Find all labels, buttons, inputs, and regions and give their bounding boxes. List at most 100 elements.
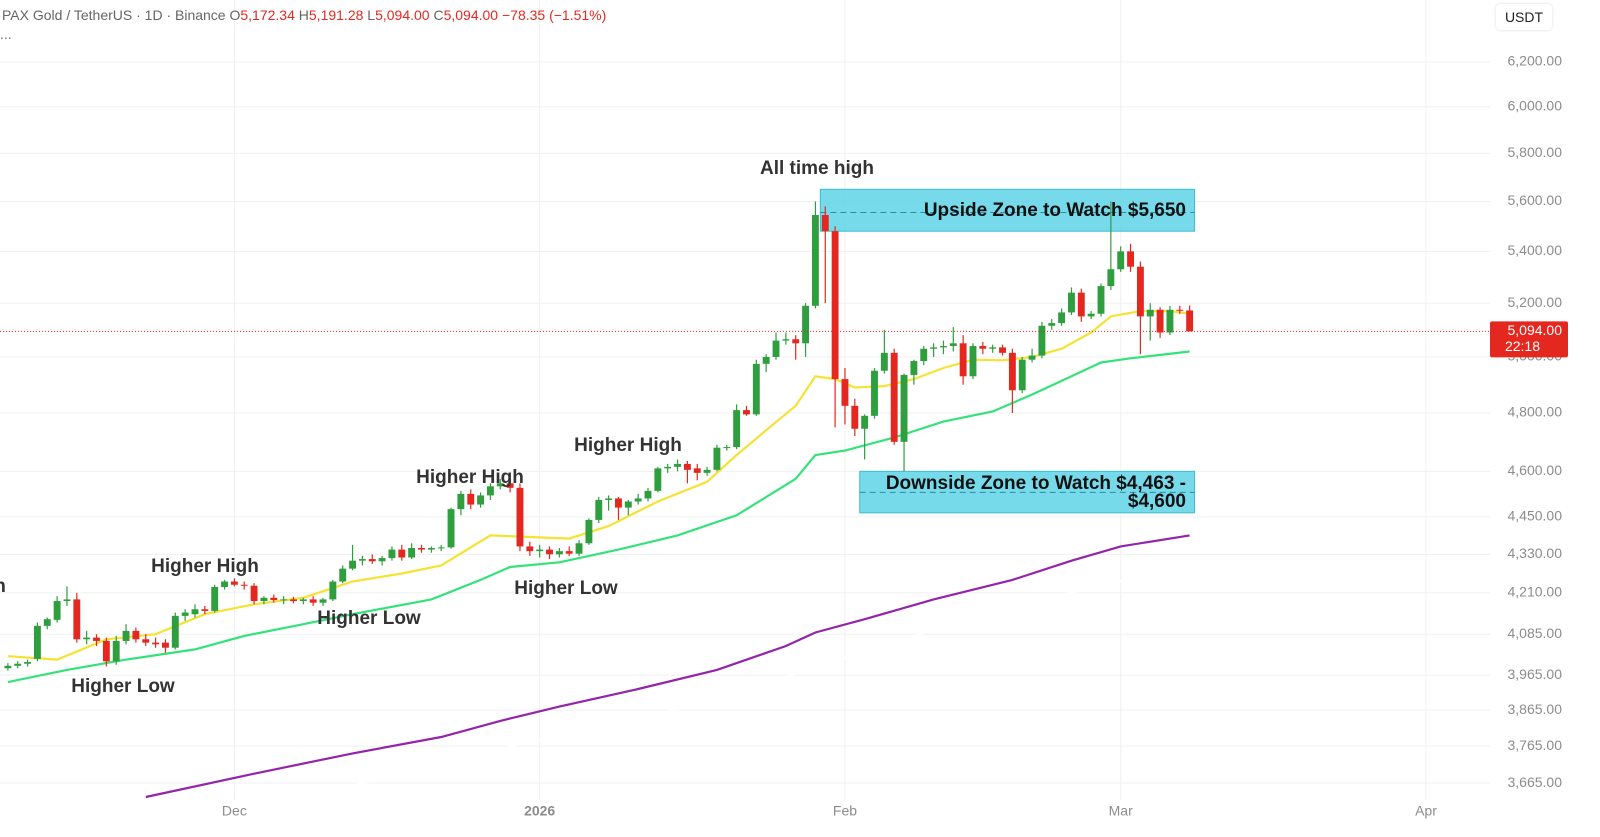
c-label: C [433, 7, 444, 23]
y-tick-label: 3,665.00 [1508, 774, 1563, 790]
candle-body [112, 640, 120, 662]
candle-body [260, 597, 268, 602]
y-tick-label: 4,450.00 [1508, 508, 1563, 524]
candle-body [447, 509, 455, 548]
annotation: Higher High [0, 576, 6, 597]
ma-line [145, 534, 1190, 799]
candle-body [1028, 355, 1036, 360]
candle-body [723, 447, 731, 449]
candle-body [102, 640, 110, 662]
candle-body [211, 587, 219, 611]
zone-label: Upside Zone to Watch $5,650 [924, 200, 1186, 221]
candle-body [1097, 286, 1105, 314]
candle-body [861, 415, 869, 429]
candle-body [811, 215, 819, 306]
candle-body [319, 599, 327, 603]
currency[interactable]: USDT [1496, 4, 1552, 30]
candle-body [496, 483, 504, 487]
candle-body [999, 347, 1006, 353]
candle-body [851, 405, 859, 429]
candle-body [664, 466, 672, 469]
candle-body [989, 347, 997, 349]
x-tick-label: Feb [833, 803, 857, 819]
candle-body [378, 558, 386, 562]
candle-body [969, 346, 977, 377]
candle-body [152, 642, 160, 645]
candle-body [33, 625, 41, 659]
candle-body [949, 343, 957, 347]
price-tag-value: 5,094.00 [1508, 322, 1563, 338]
candle-body [309, 599, 317, 603]
candle-body [299, 599, 307, 602]
candle-body [388, 549, 396, 559]
c-value: 5,094.00 [443, 7, 499, 23]
candle-body [683, 463, 691, 470]
candle-body [615, 498, 622, 508]
annotation: Higher High [151, 556, 259, 577]
x-tick-label: Apr [1415, 803, 1437, 819]
candle-body [270, 597, 278, 601]
y-tick-label: 4,800.00 [1508, 404, 1563, 420]
candle-body [516, 487, 524, 547]
candle-body [1008, 352, 1016, 391]
candle-body [693, 468, 701, 473]
y-tick-label: 4,210.00 [1508, 584, 1563, 600]
ma-line [7, 350, 1190, 684]
candle-body [831, 231, 839, 380]
y-tick-label: 5,800.00 [1508, 144, 1563, 160]
candle-body [132, 630, 140, 640]
candle-body [191, 609, 199, 615]
candle-body [358, 559, 366, 561]
h-value: 5,191.28 [308, 7, 364, 23]
candle-body [733, 410, 741, 448]
candle-body [792, 339, 800, 344]
candle-body [506, 483, 514, 488]
candle-body [467, 493, 475, 505]
y-tick-label: 4,330.00 [1508, 545, 1563, 561]
candle-body [910, 361, 918, 375]
candle-body [1107, 269, 1115, 287]
candle-body [880, 352, 888, 371]
symbol: PAX Gold / TetherUS · 1D · Binance [2, 7, 226, 23]
candle-body [782, 339, 790, 341]
candle-body [477, 495, 485, 505]
candle-body [1038, 325, 1046, 356]
candle-body [565, 551, 573, 554]
candle-body [240, 584, 248, 586]
zone-label: Downside Zone to Watch $4,463 - [886, 473, 1186, 494]
h-label: H [298, 7, 309, 23]
annotation: Higher High [574, 435, 682, 456]
zone [819, 188, 1196, 232]
candle-body [585, 519, 593, 544]
l-value: 5,094.00 [375, 7, 430, 23]
candle-body [221, 581, 228, 588]
candle-body [329, 581, 337, 600]
y-tick-label: 6,200.00 [1508, 53, 1563, 69]
x-tick-label: Dec [222, 803, 247, 819]
price-tag-timer: 22:18 [1505, 338, 1540, 354]
l-label: L [367, 7, 376, 23]
candle-body [959, 343, 967, 377]
candle-body [43, 619, 51, 626]
candle-body [555, 551, 563, 555]
y-tick-label: 6,000.00 [1508, 98, 1563, 114]
candle-body [1186, 310, 1194, 332]
ma-line [293, 564, 1190, 800]
candle-body [802, 305, 810, 344]
candle-body [920, 348, 928, 362]
y-tick-label: 4,085.00 [1508, 625, 1563, 641]
ma-line [7, 310, 1190, 661]
more[interactable]: ... [0, 26, 12, 42]
candle-body [890, 352, 898, 442]
candle-body [930, 347, 938, 349]
candle-body [1176, 309, 1184, 311]
y-tick-label: 5,600.00 [1508, 192, 1563, 208]
candle-body [437, 547, 445, 549]
candle-body [536, 549, 544, 552]
candle-body [939, 346, 947, 348]
candle-body [1058, 312, 1066, 324]
candle-body [427, 547, 435, 550]
candle-body [752, 363, 760, 415]
